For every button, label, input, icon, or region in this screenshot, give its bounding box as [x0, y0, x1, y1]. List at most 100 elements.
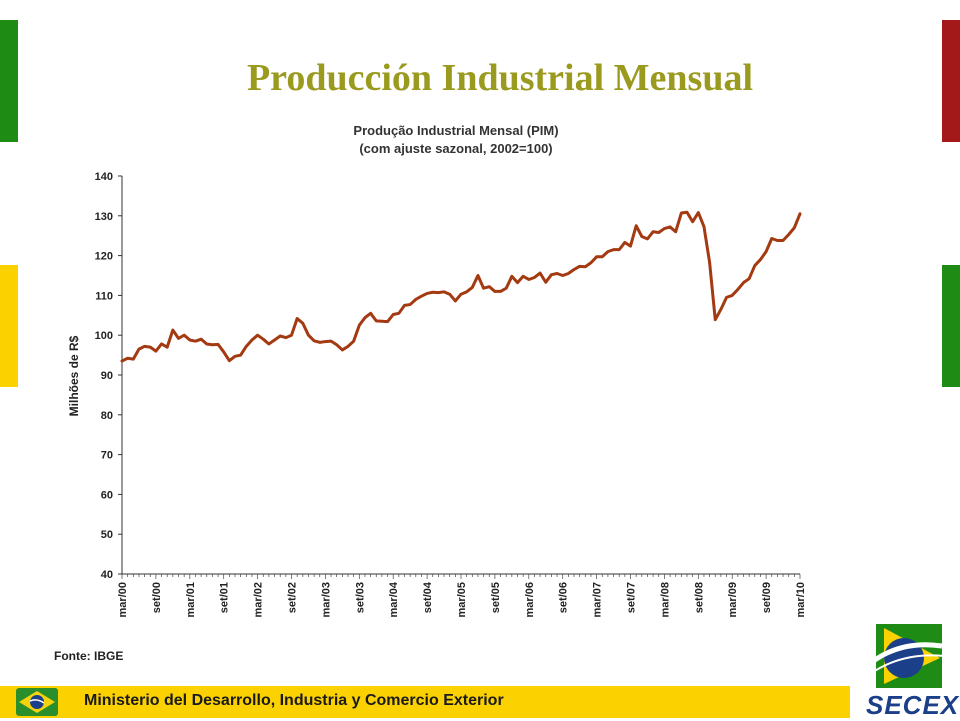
data-point	[346, 345, 350, 348]
chart-subtitle: (com ajuste sazonal, 2002=100)	[359, 141, 552, 156]
y-tick-label: 60	[101, 489, 113, 501]
x-tick-label: mar/05	[456, 582, 468, 617]
data-point	[341, 348, 344, 352]
data-point	[199, 337, 203, 341]
data-point	[781, 239, 785, 242]
green-bar-left-top	[0, 20, 18, 142]
data-point	[561, 274, 564, 277]
data-point	[657, 231, 660, 234]
y-axis-label: Milhões de R$	[67, 335, 81, 416]
data-point	[521, 275, 525, 278]
data-point	[533, 276, 536, 279]
y-tick-label: 90	[101, 370, 113, 382]
chart-title: Produção Industrial Mensal (PIM)	[353, 123, 558, 138]
x-tick-label: mar/04	[388, 581, 400, 617]
data-point	[177, 337, 180, 340]
data-point	[403, 304, 406, 307]
y-tick-label: 140	[95, 171, 113, 183]
data-point	[132, 357, 135, 361]
x-tick-label: mar/08	[659, 582, 671, 617]
data-point	[629, 244, 632, 248]
data-point	[663, 227, 666, 230]
data-point	[544, 281, 547, 284]
red-bar-right-top	[942, 20, 960, 142]
y-tick-label: 40	[101, 569, 113, 581]
data-point	[538, 271, 542, 275]
data-point	[601, 255, 604, 258]
x-tick-label: set/09	[761, 582, 773, 613]
x-tick-label: set/03	[354, 582, 366, 613]
data-point	[618, 248, 621, 251]
data-point	[595, 255, 598, 258]
data-point	[505, 287, 508, 290]
data-point	[471, 286, 474, 289]
data-point	[245, 345, 248, 348]
data-point	[499, 290, 502, 293]
data-point	[295, 317, 299, 320]
x-tick-label: mar/01	[185, 582, 197, 617]
data-point	[262, 337, 265, 341]
data-point	[228, 359, 231, 362]
data-point	[465, 290, 468, 294]
x-tick-label: set/01	[219, 582, 231, 613]
data-point	[358, 324, 361, 327]
data-point	[691, 220, 694, 223]
x-tick-label: set/02	[287, 582, 299, 613]
data-point	[702, 225, 706, 228]
data-point	[612, 248, 615, 251]
data-point	[736, 288, 740, 291]
data-point	[301, 322, 304, 325]
secex-logo-icon	[869, 624, 944, 688]
data-point	[329, 339, 333, 343]
x-tick-label: set/06	[558, 582, 570, 613]
data-point	[742, 281, 745, 284]
y-tick-label: 50	[101, 529, 113, 541]
data-point	[759, 258, 762, 261]
footer-text: Ministerio del Desarrollo, Industria y C…	[84, 692, 504, 709]
data-point	[211, 343, 214, 346]
data-point	[397, 312, 401, 315]
data-point	[312, 339, 316, 342]
data-point	[160, 342, 163, 346]
data-point	[680, 211, 683, 215]
data-point	[284, 336, 288, 339]
y-tick-label: 70	[101, 450, 113, 462]
data-point	[776, 239, 779, 242]
data-point	[290, 334, 293, 337]
data-point	[787, 233, 790, 236]
chart-source: Fonte: IBGE	[54, 649, 123, 663]
data-point	[425, 292, 429, 295]
data-point	[324, 340, 327, 343]
footer-bar: Ministerio del Desarrollo, Industria y C…	[0, 686, 850, 718]
data-point	[493, 290, 497, 293]
data-point	[572, 268, 576, 271]
secex-logo-text: SECEX	[866, 690, 960, 720]
data-point	[714, 318, 717, 321]
data-point	[431, 291, 434, 294]
data-point	[651, 230, 655, 233]
data-point	[589, 261, 593, 264]
data-point	[335, 343, 338, 346]
data-point	[578, 265, 581, 268]
x-tick-label: set/08	[693, 582, 705, 613]
data-point	[392, 313, 395, 316]
x-tick-label: mar/06	[524, 582, 536, 617]
data-point	[256, 334, 259, 337]
data-point	[171, 328, 175, 332]
data-point	[188, 338, 191, 342]
data-point	[369, 312, 372, 315]
data-point	[120, 359, 124, 363]
x-axis: mar/00 set/00 mar/01 set/01 mar/02 set/02 mar/…	[117, 573, 807, 617]
data-point	[273, 338, 276, 342]
data-point	[454, 299, 457, 303]
x-tick-label: set/05	[490, 582, 502, 613]
data-point	[250, 338, 254, 342]
data-point	[408, 303, 412, 306]
data-point	[634, 224, 638, 227]
data-point	[640, 235, 643, 238]
data-point	[149, 345, 152, 349]
x-tick-label: mar/02	[253, 582, 265, 617]
data-point	[674, 230, 677, 233]
data-point	[646, 237, 649, 241]
